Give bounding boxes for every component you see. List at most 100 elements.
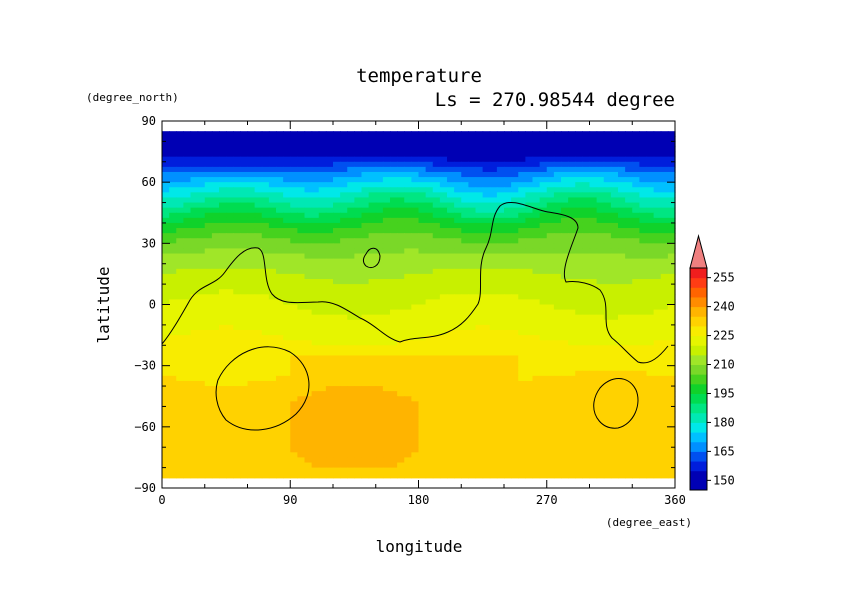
field-cell — [625, 136, 633, 142]
field-cell — [489, 294, 498, 301]
field-cell — [226, 166, 234, 173]
field-cell — [390, 228, 398, 234]
field-cell — [582, 355, 591, 362]
field-cell — [226, 151, 234, 158]
field-cell — [226, 314, 234, 321]
field-cell — [632, 452, 640, 459]
field-cell — [290, 177, 298, 183]
field-cell — [404, 431, 412, 438]
field-cell — [183, 182, 192, 188]
field-cell — [368, 452, 377, 459]
field-cell — [568, 391, 576, 397]
field-cell — [553, 457, 562, 464]
field-cell — [418, 222, 427, 229]
field-cell — [539, 228, 548, 234]
field-cell — [411, 212, 420, 219]
field-cell — [653, 197, 662, 204]
field-cell — [632, 370, 640, 377]
field-cell — [632, 345, 640, 351]
field-cell — [447, 243, 455, 250]
field-cell — [233, 447, 241, 453]
field-cell — [532, 421, 541, 428]
field-cell — [268, 202, 277, 209]
field-cell — [561, 319, 569, 326]
field-cell — [382, 171, 391, 178]
field-cell — [297, 406, 306, 413]
field-cell — [226, 391, 234, 397]
field-cell — [368, 171, 377, 178]
field-cell — [397, 197, 405, 204]
field-cell — [297, 314, 306, 321]
field-cell — [439, 324, 448, 331]
field-cell — [518, 243, 526, 250]
field-cell — [511, 386, 519, 392]
field-cell — [568, 416, 576, 423]
field-cell — [596, 258, 605, 265]
field-cell — [340, 187, 348, 193]
field-cell — [162, 279, 170, 285]
field-cell — [660, 222, 669, 229]
field-cell — [268, 171, 277, 178]
field-cell — [382, 406, 391, 413]
field-cell — [546, 411, 555, 418]
field-cell — [404, 355, 412, 362]
field-cell — [447, 345, 455, 351]
field-cell — [582, 329, 591, 336]
field-cell — [254, 386, 263, 392]
field-cell — [190, 380, 199, 387]
field-cell — [475, 345, 484, 351]
field-cell — [325, 421, 334, 428]
field-cell — [618, 187, 626, 193]
field-cell — [354, 177, 363, 183]
field-cell — [318, 457, 327, 464]
field-cell — [340, 355, 348, 362]
field-cell — [496, 192, 505, 199]
field-cell — [439, 437, 448, 443]
field-cell — [532, 370, 541, 377]
field-cell — [596, 228, 605, 234]
field-cell — [304, 146, 313, 153]
field-cell — [211, 319, 220, 326]
field-cell — [639, 182, 648, 188]
field-cell — [589, 161, 598, 168]
field-cell — [447, 146, 455, 153]
field-cell — [553, 131, 562, 137]
field-cell — [553, 421, 562, 428]
field-cell — [468, 243, 477, 250]
field-cell — [653, 391, 662, 397]
field-cell — [361, 202, 370, 209]
field-cell — [425, 386, 434, 392]
field-cell — [268, 431, 277, 438]
field-cell — [468, 141, 477, 148]
field-cell — [532, 171, 541, 178]
field-cell — [318, 416, 327, 423]
field-cell — [489, 462, 498, 469]
field-cell — [432, 217, 441, 224]
field-cell — [425, 131, 434, 137]
field-cell — [204, 401, 213, 408]
field-cell — [461, 268, 469, 275]
field-cell — [311, 472, 320, 479]
field-cell — [539, 171, 548, 178]
field-cell — [226, 233, 234, 239]
field-cell — [618, 457, 626, 464]
field-cell — [254, 411, 263, 418]
field-cell — [454, 360, 462, 367]
field-cell — [610, 340, 619, 346]
field-cell — [390, 299, 398, 306]
field-cell — [575, 253, 583, 260]
field-cell — [204, 131, 213, 137]
field-cell — [639, 396, 648, 402]
field-cell — [432, 243, 441, 250]
field-cell — [290, 263, 298, 270]
field-cell — [546, 141, 555, 148]
field-cell — [546, 391, 555, 397]
field-cell — [169, 243, 177, 250]
field-cell — [610, 335, 619, 341]
field-cell — [646, 421, 655, 428]
field-cell — [169, 182, 177, 188]
field-cell — [632, 355, 640, 362]
field-cell — [318, 289, 327, 295]
field-cell — [340, 442, 348, 448]
